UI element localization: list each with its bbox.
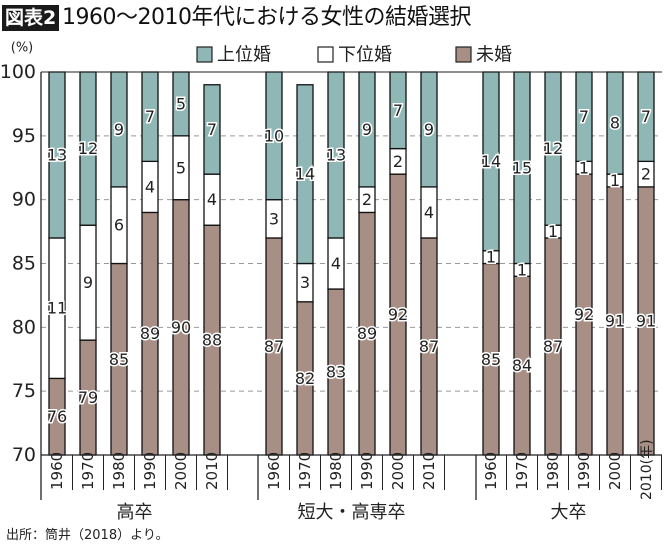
- data-label: 14: [295, 165, 315, 184]
- data-label: 2: [641, 165, 651, 184]
- x-tick-label: 1970: [296, 452, 314, 490]
- x-tick-label: 1970: [513, 452, 531, 490]
- x-tick-label: 2010(年): [639, 439, 655, 500]
- x-tick-label: 1960: [265, 452, 283, 490]
- x-tick-label: 1960: [482, 452, 500, 490]
- data-label: 2: [362, 190, 372, 209]
- data-label: 8: [610, 114, 620, 133]
- y-tick-label: 80: [12, 316, 36, 338]
- y-tick-label: 100: [0, 61, 36, 83]
- x-tick-label: 1980: [110, 452, 128, 490]
- legend-label: 下位婚: [338, 45, 392, 66]
- data-label: 5: [176, 94, 186, 113]
- data-label: 10: [264, 126, 284, 145]
- data-label: 92: [388, 305, 408, 324]
- x-tick-label: 1970: [79, 452, 97, 490]
- x-tick-label: 1990: [358, 452, 376, 490]
- y-tick-label: 75: [12, 380, 36, 402]
- x-tick-label: 2010: [203, 452, 221, 490]
- data-label: 7: [641, 107, 651, 126]
- legend-swatch: [317, 46, 334, 63]
- x-tick-label: 1980: [544, 452, 562, 490]
- data-label: 2: [393, 152, 403, 171]
- x-tick-label: 2000: [172, 452, 190, 490]
- data-label: 87: [543, 337, 563, 356]
- data-label: 7: [393, 101, 403, 120]
- legend-swatch: [196, 46, 213, 63]
- group-label: 大卒: [551, 502, 587, 523]
- legend-swatch: [455, 46, 472, 63]
- data-label: 1: [548, 222, 558, 241]
- bar-segment: [203, 84, 221, 175]
- y-tick-label: 85: [12, 253, 36, 275]
- data-label: 5: [176, 158, 186, 177]
- data-label: 83: [326, 363, 346, 382]
- data-label: 1: [486, 248, 496, 267]
- data-label: 9: [83, 273, 93, 292]
- x-tick-label: 1980: [327, 452, 345, 490]
- data-label: 76: [47, 407, 67, 426]
- data-label: 15: [512, 158, 532, 177]
- data-label: 87: [264, 337, 284, 356]
- data-label: 88: [202, 331, 222, 350]
- x-tick-label: 1990: [575, 452, 593, 490]
- group-label: 短大・高専卒: [298, 502, 406, 523]
- data-label: 1: [517, 260, 527, 279]
- data-label: 82: [295, 369, 315, 388]
- data-label: 9: [114, 120, 124, 139]
- data-label: 4: [145, 177, 155, 196]
- data-label: 91: [605, 311, 625, 330]
- data-label: 13: [47, 145, 67, 164]
- y-axis-unit: (%): [11, 41, 34, 56]
- data-label: 85: [109, 350, 129, 369]
- data-label: 12: [78, 139, 98, 158]
- data-label: 9: [362, 120, 372, 139]
- data-label: 7: [207, 120, 217, 139]
- legend-label: 未婚: [476, 45, 512, 66]
- data-label: 12: [543, 139, 563, 158]
- figure-badge: 図表2: [2, 5, 60, 31]
- source-note: 出所：筒井（2018）より。: [6, 528, 169, 543]
- bar-segment: [296, 84, 314, 265]
- data-label: 13: [326, 145, 346, 164]
- y-tick-label: 70: [12, 444, 36, 466]
- y-tick-label: 90: [12, 189, 36, 211]
- data-label: 92: [574, 305, 594, 324]
- x-tick-label: 2000: [389, 452, 407, 490]
- data-label: 91: [636, 311, 656, 330]
- data-label: 11: [47, 299, 67, 318]
- data-label: 90: [171, 318, 191, 337]
- data-label: 9: [424, 120, 434, 139]
- data-label: 7: [145, 107, 155, 126]
- data-label: 6: [114, 216, 124, 235]
- data-label: 87: [419, 337, 439, 356]
- chart-title: 1960〜2010年代における女性の結婚選択: [62, 5, 471, 30]
- data-label: 1: [610, 171, 620, 190]
- y-tick-label: 95: [12, 125, 36, 147]
- data-label: 4: [424, 203, 434, 222]
- data-label: 84: [512, 356, 532, 375]
- data-label: 4: [331, 254, 341, 273]
- data-label: 14: [481, 152, 501, 171]
- data-label: 3: [300, 273, 310, 292]
- x-tick-label: 1990: [141, 452, 159, 490]
- data-label: 4: [207, 190, 217, 209]
- data-label: 89: [140, 324, 160, 343]
- x-tick-label: 2010: [420, 452, 438, 490]
- data-label: 85: [481, 350, 501, 369]
- data-label: 3: [269, 209, 279, 228]
- group-label: 高卒: [117, 502, 153, 523]
- data-label: 79: [78, 388, 98, 407]
- x-tick-label: 2000: [606, 452, 624, 490]
- x-tick-label: 1960: [48, 452, 66, 490]
- data-label: 1: [579, 158, 589, 177]
- data-label: 7: [579, 107, 589, 126]
- data-label: 89: [357, 324, 377, 343]
- legend-label: 上位婚: [217, 45, 271, 66]
